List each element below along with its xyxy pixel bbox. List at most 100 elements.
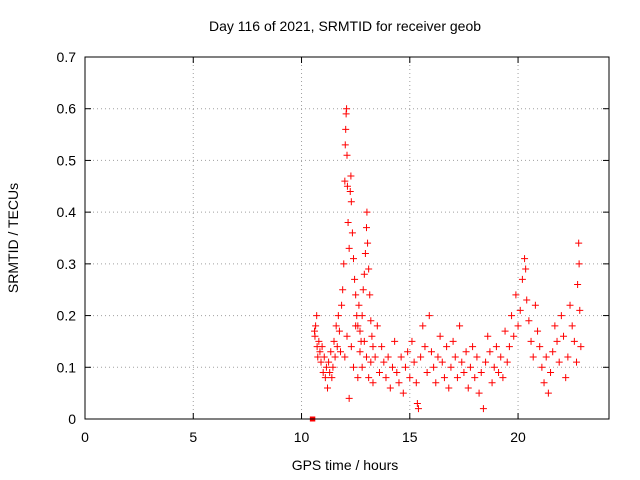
data-point	[346, 187, 354, 195]
data-point	[324, 384, 332, 392]
data-point	[313, 312, 321, 320]
data-point	[341, 177, 349, 185]
data-point	[343, 105, 351, 113]
y-axis-label: SRMTID / TECUs	[5, 183, 21, 293]
data-point	[384, 353, 392, 361]
data-point	[512, 291, 520, 299]
data-point	[531, 301, 539, 309]
data-point	[343, 182, 351, 190]
data-point	[574, 281, 582, 289]
data-point	[349, 255, 357, 263]
data-point	[576, 306, 584, 314]
data-point	[369, 343, 377, 351]
data-point	[311, 332, 319, 340]
data-point	[343, 332, 351, 340]
data-point	[488, 379, 496, 387]
data-point	[456, 322, 464, 330]
data-point	[486, 348, 494, 356]
data-point	[333, 343, 341, 351]
data-point	[477, 368, 485, 376]
data-point	[378, 343, 386, 351]
data-point	[325, 358, 333, 366]
data-point	[352, 322, 360, 330]
data-point	[436, 332, 444, 340]
data-point	[328, 374, 336, 382]
data-point	[335, 327, 343, 335]
data-point	[501, 327, 509, 335]
data-point	[371, 353, 379, 361]
data-point	[568, 322, 576, 330]
data-point	[367, 317, 375, 325]
data-point	[401, 363, 409, 371]
data-point	[369, 379, 377, 387]
data-point	[557, 312, 565, 320]
data-point	[417, 353, 425, 361]
data-point	[421, 343, 429, 351]
data-point	[473, 353, 481, 361]
data-point	[340, 260, 348, 268]
data-point	[508, 312, 516, 320]
data-point	[492, 343, 500, 351]
data-point	[351, 275, 359, 283]
data-point	[347, 172, 355, 180]
data-point	[362, 224, 370, 232]
data-point	[560, 332, 568, 340]
data-point	[355, 301, 363, 309]
data-point	[388, 363, 396, 371]
data-point	[471, 374, 479, 382]
data-point	[484, 332, 492, 340]
data-point	[419, 322, 427, 330]
data-point	[386, 384, 394, 392]
data-point	[321, 374, 329, 382]
data-point	[505, 343, 513, 351]
data-point	[414, 405, 422, 413]
y-tick-label: 0	[68, 411, 76, 427]
x-tick-label: 10	[294, 429, 310, 445]
data-point	[382, 374, 390, 382]
data-point	[365, 265, 373, 273]
data-point	[359, 286, 367, 294]
data-point	[447, 363, 455, 371]
data-point	[555, 358, 563, 366]
data-point	[391, 337, 399, 345]
data-point	[521, 255, 529, 263]
x-axis-label: GPS time / hours	[292, 457, 399, 473]
data-point	[466, 363, 474, 371]
data-point	[412, 379, 420, 387]
data-point	[410, 358, 418, 366]
data-point	[366, 291, 374, 299]
data-point	[462, 348, 470, 356]
y-ticks: 0 0.1 0.2 0.3 0.4 0.5 0.6 0.7	[57, 49, 609, 427]
data-point	[344, 218, 352, 226]
data-point	[547, 368, 555, 376]
y-tick-label: 0.7	[57, 49, 77, 65]
data-point	[562, 374, 570, 382]
data-point	[319, 368, 327, 376]
data-point	[361, 250, 369, 258]
data-point	[404, 348, 412, 356]
data-point	[440, 374, 448, 382]
data-point	[354, 374, 362, 382]
data-point	[430, 363, 438, 371]
data-point	[575, 239, 583, 247]
data-point	[522, 265, 530, 273]
data-point	[495, 368, 503, 376]
data-point	[460, 368, 468, 376]
data-point	[475, 389, 483, 397]
data-point	[316, 348, 324, 356]
data-point	[341, 353, 349, 361]
data-point	[573, 358, 581, 366]
data-point	[525, 317, 533, 325]
data-point	[499, 374, 507, 382]
data-point	[318, 343, 326, 351]
data-point	[538, 363, 546, 371]
data-point	[551, 322, 559, 330]
data-point	[341, 141, 349, 149]
data-point	[490, 363, 498, 371]
y-tick-label: 0.1	[57, 359, 77, 375]
data-point	[342, 125, 350, 133]
data-point	[362, 353, 370, 361]
data-point	[322, 363, 330, 371]
data-point	[337, 348, 345, 356]
data-point	[317, 358, 325, 366]
